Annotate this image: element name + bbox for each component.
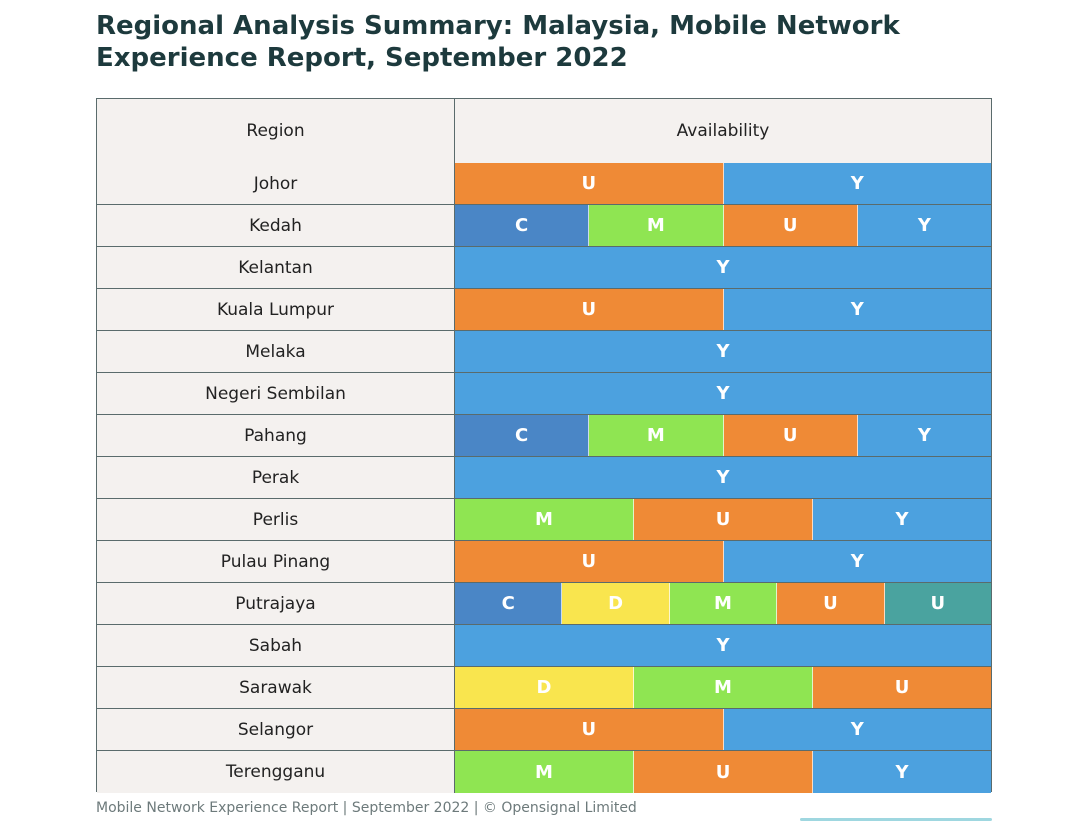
availability-segment: C bbox=[455, 205, 590, 246]
availability-segment: M bbox=[589, 205, 724, 246]
availability-segment: U bbox=[777, 583, 885, 624]
table-row: Johor U Y bbox=[97, 163, 991, 205]
availability-segment: Y bbox=[813, 499, 991, 540]
availability-segment: C bbox=[455, 415, 590, 456]
table-row: Selangor U Y bbox=[97, 709, 991, 751]
availability-cell: Y bbox=[455, 625, 991, 666]
region-cell: Sabah bbox=[97, 625, 455, 666]
availability-segment: M bbox=[634, 667, 813, 708]
region-cell: Perlis bbox=[97, 499, 455, 540]
table-row: Melaka Y bbox=[97, 331, 991, 373]
availability-segment: U bbox=[455, 289, 724, 330]
availability-cell: Y bbox=[455, 457, 991, 498]
table-header: Region Availability bbox=[97, 99, 991, 164]
regional-table: Region Availability Johor U Y Kedah C M U Y Kela… bbox=[96, 98, 992, 793]
region-cell: Pulau Pinang bbox=[97, 541, 455, 582]
availability-segment: Y bbox=[455, 331, 991, 372]
region-cell: Negeri Sembilan bbox=[97, 373, 455, 414]
availability-segment: Y bbox=[857, 415, 991, 456]
availability-segment: U bbox=[884, 583, 992, 624]
table-row: Negeri Sembilan Y bbox=[97, 373, 991, 415]
page-title: Regional Analysis Summary: Malaysia, Mob… bbox=[96, 11, 900, 73]
table-row: Pulau Pinang U Y bbox=[97, 541, 991, 583]
availability-segment: Y bbox=[857, 205, 991, 246]
table-row: Sarawak D M U bbox=[97, 667, 991, 709]
availability-segment: U bbox=[813, 667, 991, 708]
availability-segment: Y bbox=[723, 709, 991, 750]
availability-segment: M bbox=[669, 583, 778, 624]
header-region: Region bbox=[97, 99, 455, 163]
region-cell: Selangor bbox=[97, 709, 455, 750]
availability-segment: Y bbox=[455, 625, 991, 666]
availability-cell: Y bbox=[455, 331, 991, 372]
region-cell: Pahang bbox=[97, 415, 455, 456]
availability-segment: Y bbox=[723, 541, 991, 582]
availability-segment: Y bbox=[455, 247, 991, 288]
availability-segment: M bbox=[455, 499, 634, 540]
availability-cell: Y bbox=[455, 247, 991, 288]
availability-segment: Y bbox=[455, 373, 991, 414]
table-row: Kedah C M U Y bbox=[97, 205, 991, 247]
availability-segment: M bbox=[589, 415, 724, 456]
table-row: Perak Y bbox=[97, 457, 991, 499]
availability-segment: U bbox=[723, 205, 858, 246]
availability-segment: D bbox=[455, 667, 634, 708]
region-cell: Johor bbox=[97, 163, 455, 204]
region-cell: Kuala Lumpur bbox=[97, 289, 455, 330]
table-row: Sabah Y bbox=[97, 625, 991, 667]
availability-segment: Y bbox=[723, 289, 991, 330]
table-row: Putrajaya C D M U U bbox=[97, 583, 992, 625]
table-row: Perlis M U Y bbox=[97, 499, 991, 541]
availability-segment: M bbox=[455, 751, 634, 793]
table-row: Terengganu M U Y bbox=[97, 751, 991, 793]
availability-segment: U bbox=[634, 499, 813, 540]
footer-text: Mobile Network Experience Report | Septe… bbox=[96, 800, 637, 816]
table-row: Pahang C M U Y bbox=[97, 415, 991, 457]
availability-segment: U bbox=[634, 751, 813, 793]
availability-segment: Y bbox=[455, 457, 991, 498]
table-row: Kelantan Y bbox=[97, 247, 991, 289]
availability-segment: Y bbox=[813, 751, 991, 793]
region-cell: Kelantan bbox=[97, 247, 455, 288]
availability-cell: Y bbox=[455, 373, 991, 414]
region-cell: Sarawak bbox=[97, 667, 455, 708]
availability-segment: U bbox=[455, 541, 724, 582]
region-cell: Putrajaya bbox=[97, 583, 455, 624]
availability-segment: C bbox=[455, 583, 563, 624]
availability-segment: Y bbox=[723, 163, 991, 204]
availability-segment: U bbox=[455, 163, 724, 204]
region-cell: Perak bbox=[97, 457, 455, 498]
region-cell: Terengganu bbox=[97, 751, 455, 793]
footer-accent-line bbox=[800, 818, 992, 821]
region-cell: Melaka bbox=[97, 331, 455, 372]
table-row: Kuala Lumpur U Y bbox=[97, 289, 991, 331]
availability-segment: U bbox=[455, 709, 724, 750]
availability-segment: D bbox=[562, 583, 670, 624]
availability-segment: U bbox=[723, 415, 858, 456]
header-availability: Availability bbox=[676, 121, 770, 141]
region-cell: Kedah bbox=[97, 205, 455, 246]
